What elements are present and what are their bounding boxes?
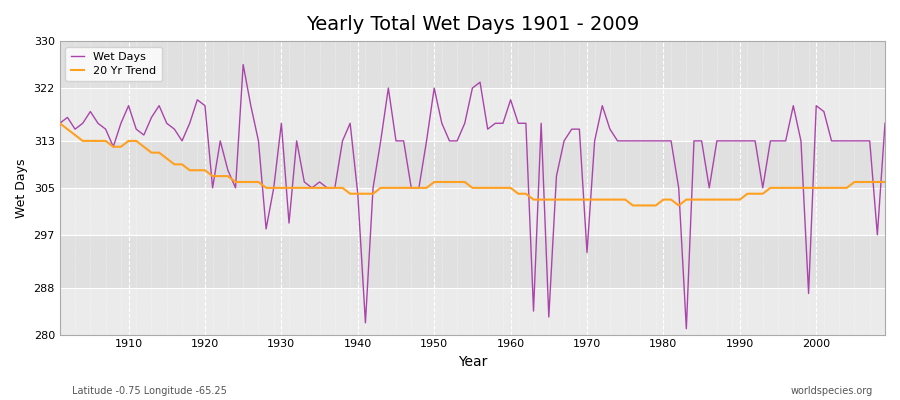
20 Yr Trend	[115, 144, 126, 149]
Bar	[59, 141, 885, 188]
Wet Days	[605, 127, 616, 132]
Wet Days	[681, 326, 692, 331]
Wet Days	[513, 121, 524, 126]
20 Yr Trend	[627, 203, 638, 208]
20 Yr Trend	[597, 197, 608, 202]
Line: 20 Yr Trend: 20 Yr Trend	[59, 123, 885, 206]
Wet Days	[54, 121, 65, 126]
20 Yr Trend	[54, 121, 65, 126]
Wet Days	[238, 62, 248, 67]
Wet Days	[338, 138, 348, 143]
Text: worldspecies.org: worldspecies.org	[791, 386, 873, 396]
Wet Days	[505, 98, 516, 102]
20 Yr Trend	[284, 186, 294, 190]
Y-axis label: Wet Days: Wet Days	[15, 158, 28, 218]
Wet Days	[292, 138, 302, 143]
Bar	[59, 235, 885, 288]
20 Yr Trend	[505, 186, 516, 190]
Legend: Wet Days, 20 Yr Trend: Wet Days, 20 Yr Trend	[66, 47, 162, 81]
X-axis label: Year: Year	[458, 355, 487, 369]
Wet Days	[879, 121, 890, 126]
Title: Yearly Total Wet Days 1901 - 2009: Yearly Total Wet Days 1901 - 2009	[306, 15, 639, 34]
20 Yr Trend	[498, 186, 508, 190]
Line: Wet Days: Wet Days	[59, 64, 885, 329]
20 Yr Trend	[329, 186, 340, 190]
20 Yr Trend	[879, 180, 890, 184]
Wet Days	[115, 121, 126, 126]
Text: Latitude -0.75 Longitude -65.25: Latitude -0.75 Longitude -65.25	[72, 386, 227, 396]
Bar	[59, 41, 885, 88]
